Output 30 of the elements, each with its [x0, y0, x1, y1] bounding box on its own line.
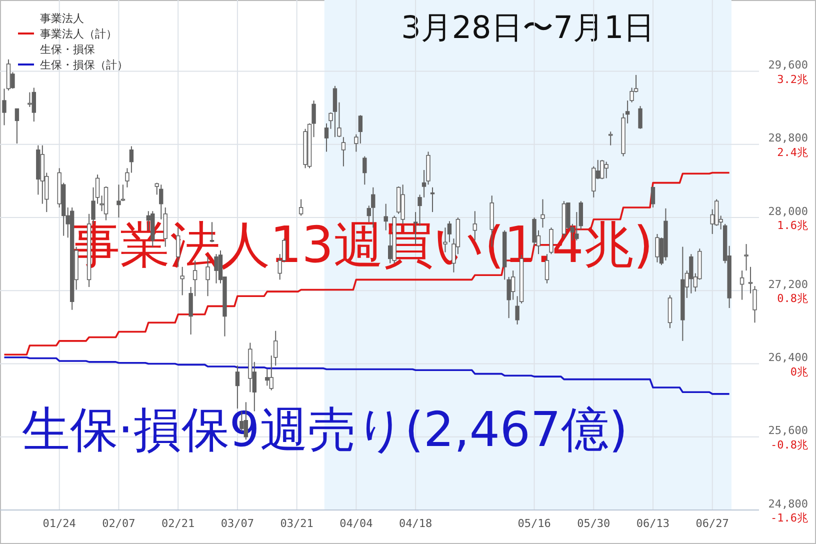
annotation: 生保・損保	[40, 43, 95, 56]
y2-tick-label: 1.6兆	[777, 219, 808, 232]
x-tick-label: 02/07	[102, 516, 136, 530]
x-tick-label: 05/30	[577, 516, 610, 530]
x-tick-label: 04/18	[398, 516, 432, 530]
y-tick-label: 29,600	[768, 58, 808, 72]
y2-tick-label: -0.8兆	[770, 438, 808, 452]
x-tick-label: 03/21	[280, 516, 314, 530]
legend-label: 事業法人（計）	[40, 28, 117, 40]
annotation: 事業法人	[40, 12, 84, 25]
y-tick-label: 28,800	[768, 132, 808, 145]
legend-label: 生保・損保（計）	[40, 58, 128, 72]
y2-tick-label: 0兆	[790, 365, 808, 378]
y2-tick-label: 2.4兆	[777, 146, 808, 159]
x-tick-label: 01/24	[42, 516, 76, 530]
x-tick-label: 02/21	[162, 516, 195, 530]
y-tick-label: 28,000	[768, 204, 808, 218]
y2-tick-label: 0.8兆	[777, 292, 808, 306]
y2-tick-label: 3.2兆	[777, 72, 808, 86]
y-tick-label: 24,800	[768, 497, 808, 510]
annotation: 生保·損保9週売り(2,467億)	[22, 402, 628, 458]
y-tick-label: 25,600	[768, 424, 808, 438]
y2-tick-label: -1.6兆	[770, 512, 808, 525]
x-tick-label: 06/27	[696, 516, 729, 530]
x-tick-label: 05/16	[518, 516, 551, 530]
x-tick-label: 03/07	[220, 516, 254, 530]
y-tick-label: 27,200	[768, 278, 808, 291]
x-tick-label: 06/13	[636, 516, 670, 530]
x-tick-label: 04/04	[340, 516, 374, 530]
y-tick-label: 26,400	[768, 351, 808, 364]
